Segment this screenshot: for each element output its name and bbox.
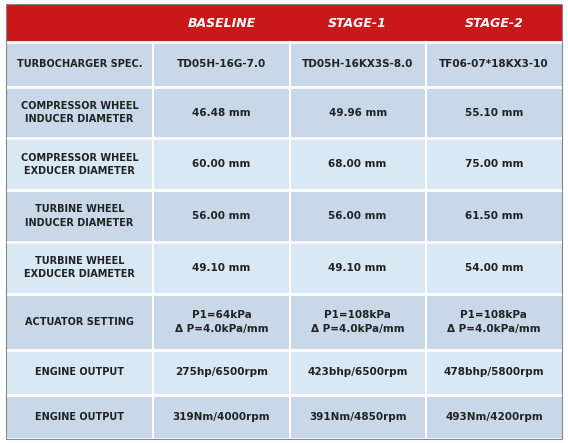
Text: 54.00 mm: 54.00 mm <box>465 263 523 273</box>
Text: TD05H-16KX3S-8.0: TD05H-16KX3S-8.0 <box>302 59 414 70</box>
Text: ENGINE OUTPUT: ENGINE OUTPUT <box>35 368 124 377</box>
Text: 49.10 mm: 49.10 mm <box>328 263 387 273</box>
Text: 68.00 mm: 68.00 mm <box>328 159 387 169</box>
Text: ENGINE OUTPUT: ENGINE OUTPUT <box>35 412 124 422</box>
Text: 56.00 mm: 56.00 mm <box>328 211 387 221</box>
Text: TF06-07*18KX3-10: TF06-07*18KX3-10 <box>439 59 549 70</box>
Text: TURBOCHARGER SPEC.: TURBOCHARGER SPEC. <box>17 59 143 70</box>
Text: TURBINE WHEEL
EXDUCER DIAMETER: TURBINE WHEEL EXDUCER DIAMETER <box>24 256 135 280</box>
Text: 75.00 mm: 75.00 mm <box>465 159 523 169</box>
Text: 60.00 mm: 60.00 mm <box>192 159 250 169</box>
Bar <box>6 42 562 87</box>
Text: P1=64kPa
Δ P=4.0kPa/mm: P1=64kPa Δ P=4.0kPa/mm <box>174 311 268 334</box>
Text: 391Nm/4850rpm: 391Nm/4850rpm <box>309 412 407 422</box>
Text: 61.50 mm: 61.50 mm <box>465 211 523 221</box>
Text: COMPRESSOR WHEEL
INDUCER DIAMETER: COMPRESSOR WHEEL INDUCER DIAMETER <box>21 101 139 124</box>
Bar <box>6 138 562 190</box>
Text: P1=108kPa
Δ P=4.0kPa/mm: P1=108kPa Δ P=4.0kPa/mm <box>311 311 404 334</box>
Text: 423bhp/6500rpm: 423bhp/6500rpm <box>307 368 408 377</box>
Bar <box>6 294 562 350</box>
Bar <box>6 87 562 138</box>
Text: P1=108kPa
Δ P=4.0kPa/mm: P1=108kPa Δ P=4.0kPa/mm <box>447 311 541 334</box>
Text: 49.96 mm: 49.96 mm <box>328 108 387 117</box>
Text: COMPRESSOR WHEEL
EXDUCER DIAMETER: COMPRESSOR WHEEL EXDUCER DIAMETER <box>21 153 139 176</box>
Bar <box>6 350 562 395</box>
Text: 493Nm/4200rpm: 493Nm/4200rpm <box>445 412 543 422</box>
Bar <box>6 4 562 42</box>
Text: BASELINE: BASELINE <box>187 17 256 30</box>
Text: 275hp/6500rpm: 275hp/6500rpm <box>175 368 268 377</box>
Text: 56.00 mm: 56.00 mm <box>192 211 250 221</box>
Text: 55.10 mm: 55.10 mm <box>465 108 523 117</box>
Text: 319Nm/4000rpm: 319Nm/4000rpm <box>173 412 270 422</box>
Bar <box>6 242 562 294</box>
Text: TURBINE WHEEL
INDUCER DIAMETER: TURBINE WHEEL INDUCER DIAMETER <box>26 204 134 228</box>
Bar <box>6 190 562 242</box>
Bar <box>6 395 562 439</box>
Text: 478bhp/5800rpm: 478bhp/5800rpm <box>444 368 544 377</box>
Text: STAGE-2: STAGE-2 <box>465 17 523 30</box>
Text: STAGE-1: STAGE-1 <box>328 17 387 30</box>
Text: 49.10 mm: 49.10 mm <box>192 263 250 273</box>
Text: TD05H-16G-7.0: TD05H-16G-7.0 <box>177 59 266 70</box>
Text: ACTUATOR SETTING: ACTUATOR SETTING <box>25 317 134 327</box>
Text: 46.48 mm: 46.48 mm <box>192 108 250 117</box>
